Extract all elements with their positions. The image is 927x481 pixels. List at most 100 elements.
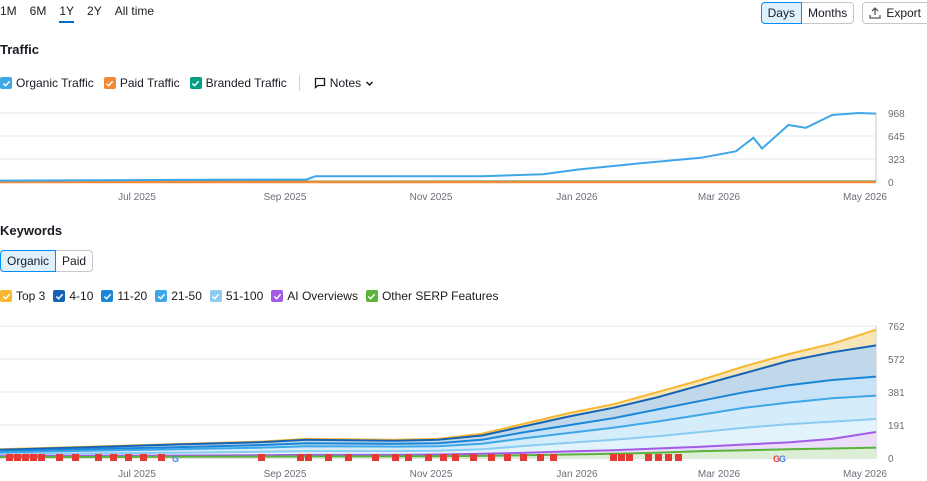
keywords-title: Keywords [0,223,63,238]
legend-top-3[interactable]: Top 3 [0,289,45,303]
update-flag-icon[interactable] [537,454,544,461]
update-flag-icon[interactable] [440,454,447,461]
series-line-51-100 [0,418,877,456]
period-tab-2y[interactable]: 2Y [87,4,102,18]
update-flag-icon[interactable] [655,454,662,461]
update-flag-icon[interactable] [258,454,265,461]
legend-label: AI Overviews [287,289,358,303]
update-flag-icon[interactable] [72,454,79,461]
keywords-x-tick: Sep 2025 [264,469,307,480]
update-flag-icon[interactable] [392,454,399,461]
keywords-x-tick: Jan 2026 [556,469,598,480]
legend-label: Other SERP Features [381,289,499,303]
period-tab-6m[interactable]: 6M [29,4,47,18]
period-tab-1m[interactable]: 1M [0,4,17,18]
keywords-x-tick: Mar 2026 [698,469,741,480]
legend-other-serp-features[interactable]: Other SERP Features [365,289,499,303]
google-update-icon[interactable]: G [773,454,780,464]
keywords-y-tick: 191 [888,421,905,432]
update-flag-icon[interactable] [345,454,352,461]
notes-dropdown[interactable]: Notes [314,76,374,90]
update-flag-icon[interactable] [425,454,432,461]
legend-label: 11-20 [117,289,148,303]
keywords-y-tick: 572 [888,355,905,366]
legend-branded-traffic[interactable]: Branded Traffic [189,76,287,90]
organic-tab[interactable]: Organic [0,250,57,272]
keywords-x-tick: Jul 2025 [118,469,156,480]
update-flag-icon[interactable] [665,454,672,461]
update-flag-icon[interactable] [325,454,332,461]
legend-label: 21-50 [171,289,202,303]
keywords-x-tick: Nov 2025 [410,469,453,480]
keywords-y-tick: 762 [888,322,905,333]
days-button[interactable]: Days [760,2,802,24]
update-flag-icon[interactable] [38,454,45,461]
keywords-x-tick: May 2026 [843,469,887,480]
traffic-x-tick: Jul 2025 [118,192,156,203]
legend-label: 51-100 [225,289,264,303]
update-flag-icon[interactable] [158,454,165,461]
legend-11-20[interactable]: 11-20 [101,289,147,303]
traffic-x-tick: Sep 2025 [264,192,307,203]
update-flag-icon[interactable] [675,454,682,461]
update-flag-icon[interactable] [305,454,312,461]
series-line-4-10 [0,344,877,451]
period-tabs: 1M 6M 1Y 2Y All time [0,4,167,23]
series-line-11-20 [0,375,877,453]
update-flag-icon[interactable] [452,454,459,461]
update-flag-icon[interactable] [140,454,147,461]
legend-ai-overviews[interactable]: AI Overviews [271,289,358,303]
update-flag-icon[interactable] [610,454,617,461]
comment-icon [314,77,325,89]
series-line-21-50 [0,394,877,454]
period-tab-all-time[interactable]: All time [114,4,155,18]
export-button[interactable]: Export [862,2,927,24]
checkbox-icon [101,290,114,302]
update-flag-icon[interactable] [95,454,102,461]
series-area-ai-overviews [0,432,876,458]
notes-label: Notes [329,76,362,90]
update-flag-icon[interactable] [56,454,63,461]
update-flag-icon[interactable] [504,454,511,461]
update-flag-icon[interactable] [22,454,29,461]
google-update-icon[interactable]: G [172,454,179,464]
update-flag-icon[interactable] [405,454,412,461]
traffic-y-tick: 968 [888,109,905,120]
update-flag-icon[interactable] [470,454,477,461]
period-tab-1y[interactable]: 1Y [59,4,82,23]
traffic-y-tick: 323 [888,155,905,166]
months-button[interactable]: Months [801,2,855,24]
legend-organic-traffic[interactable]: Organic Traffic [0,76,94,90]
update-flag-icon[interactable] [550,454,557,461]
legend-21-50[interactable]: 21-50 [155,289,202,303]
legend-label: Organic Traffic [16,76,94,90]
paid-tab[interactable]: Paid [56,250,94,272]
legend-51-100[interactable]: 51-100 [209,289,264,303]
update-flag-icon[interactable] [488,454,495,461]
update-flag-icon[interactable] [6,454,13,461]
legend-paid-traffic[interactable]: Paid Traffic [103,76,180,90]
update-flag-icon[interactable] [626,454,633,461]
update-flag-icon[interactable] [14,454,21,461]
update-flag-icon[interactable] [110,454,117,461]
update-flag-icon[interactable] [645,454,652,461]
update-flag-icon[interactable] [30,454,37,461]
traffic-y-tick: 0 [888,178,894,189]
update-flag-icon[interactable] [125,454,132,461]
update-flag-icon[interactable] [520,454,527,461]
keywords-type-toggle: Organic Paid [0,250,94,272]
traffic-x-tick: Nov 2025 [410,192,453,203]
granularity-toggle: Days Months [760,2,855,24]
checkbox-icon [103,77,116,89]
update-flag-icon[interactable] [372,454,379,461]
traffic-chart: 968 645 323 0 Jul 2025 Sep 2025 Nov 2025 Jan 20… [0,109,905,203]
traffic-title: Traffic [0,42,40,57]
google-update-icon[interactable]: G [779,454,786,464]
checkbox-icon [365,290,378,302]
update-flag-icon[interactable] [618,454,625,461]
keywords-legend: Top 3 4-10 11-20 21-50 51-100 AI Overviews Oth… [0,289,499,303]
keywords-y-tick: 0 [888,454,894,465]
update-flag-icon[interactable] [297,454,304,461]
legend-4-10[interactable]: 4-10 [53,289,93,303]
legend-label: Paid Traffic [119,76,180,90]
